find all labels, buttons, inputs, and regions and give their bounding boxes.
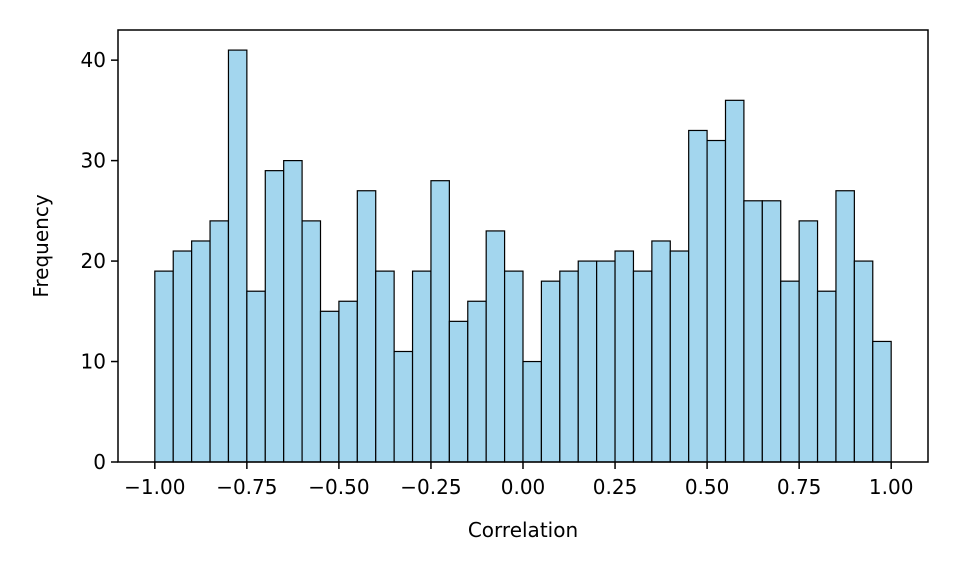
histogram-bar <box>632 270 653 463</box>
y-tick-label: 0 <box>93 450 106 474</box>
histogram-bar <box>246 290 266 463</box>
histogram-bar <box>430 180 450 463</box>
x-tick-label: −1.00 <box>124 475 185 499</box>
histogram-bar <box>853 260 874 463</box>
histogram-bar <box>227 49 248 463</box>
histogram-bar <box>540 280 561 463</box>
x-tick-label: 0.75 <box>777 475 822 499</box>
histogram-bar <box>191 240 211 463</box>
y-axis-ticks: 0 10 20 30 40 <box>81 48 118 474</box>
histogram-bar <box>559 270 579 463</box>
x-tick-label: 0.50 <box>685 475 730 499</box>
histogram-bar <box>319 310 340 463</box>
histogram-bar <box>467 300 487 463</box>
histogram-bar <box>669 250 690 463</box>
histogram-bar <box>356 190 377 463</box>
histogram-bar <box>522 360 543 463</box>
histogram-bar <box>651 240 671 463</box>
histogram-bar <box>872 340 892 463</box>
histogram-bar <box>596 260 616 463</box>
x-tick-label: 0.25 <box>593 475 638 499</box>
histogram-bar <box>835 190 855 463</box>
x-tick-label: −0.75 <box>216 475 277 499</box>
histogram-bar <box>172 250 193 463</box>
histogram-bar <box>577 260 598 463</box>
histogram-bar <box>503 270 524 463</box>
histogram-bar <box>338 300 358 463</box>
histogram-bar <box>154 270 174 463</box>
histogram-bar <box>706 139 727 463</box>
x-tick-label: −0.25 <box>400 475 461 499</box>
bars-group <box>154 49 892 463</box>
x-tick-label: −0.50 <box>308 475 369 499</box>
x-axis-label: Correlation <box>468 518 578 542</box>
histogram-bar <box>724 99 745 463</box>
histogram-bar <box>485 230 506 463</box>
y-tick-label: 20 <box>81 249 106 273</box>
histogram-bar <box>209 220 230 463</box>
histogram-bar <box>614 250 635 463</box>
histogram-bar <box>816 290 837 463</box>
y-tick-label: 30 <box>81 149 106 173</box>
y-tick-label: 10 <box>81 350 106 374</box>
histogram-bar <box>743 200 763 463</box>
x-tick-label: 1.00 <box>869 475 914 499</box>
y-tick-label: 40 <box>81 48 106 72</box>
histogram-bar <box>375 270 395 463</box>
histogram-bar <box>301 220 322 463</box>
histogram-bar <box>264 170 285 463</box>
histogram-bar <box>411 270 432 463</box>
histogram-bar <box>448 320 469 463</box>
histogram-bar <box>780 280 800 463</box>
y-axis-label: Frequency <box>29 194 53 297</box>
histogram-bar <box>688 129 708 463</box>
histogram-bar <box>761 200 782 463</box>
x-axis-ticks: −1.00 −0.75 −0.50 −0.25 0.00 0.25 0.50 0.75 1.00 <box>124 462 913 499</box>
x-tick-label: 0.00 <box>501 475 546 499</box>
histogram-bar <box>393 350 414 463</box>
histogram-bar <box>283 160 303 463</box>
histogram-bar <box>798 220 819 463</box>
